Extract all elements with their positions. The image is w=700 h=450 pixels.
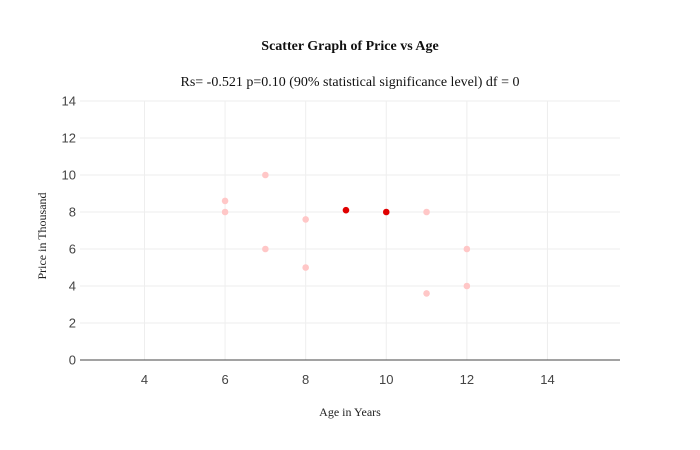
x-tick-label: 6 (221, 372, 228, 387)
y-tick-label: 4 (69, 279, 76, 294)
data-point[interactable] (423, 290, 430, 297)
data-point[interactable] (262, 245, 269, 253)
grid (80, 100, 620, 360)
y-tick-label: 14 (62, 94, 76, 109)
y-tick-label: 0 (69, 353, 76, 368)
y-tick-label: 10 (62, 168, 76, 183)
data-point[interactable] (463, 282, 471, 290)
data-point[interactable] (262, 171, 269, 179)
x-tick-label: 8 (302, 372, 309, 387)
x-tick-label: 12 (460, 372, 474, 387)
data-point[interactable] (221, 197, 229, 205)
chart-subtitle: Rs= -0.521 p=0.10 (90% statistical signi… (180, 75, 519, 90)
x-tick-label: 14 (540, 372, 554, 387)
chart-title: Scatter Graph of Price vs Age (261, 39, 438, 54)
data-point[interactable] (302, 216, 309, 223)
axes: 4 6 8 10 12 14 0 2 4 6 8 10 12 14 (62, 94, 620, 387)
highlighted-data-point[interactable] (342, 206, 350, 214)
y-tick-label: 8 (69, 205, 76, 220)
data-point[interactable] (423, 208, 430, 216)
x-axis-label: Age in Years (319, 405, 381, 419)
y-tick-label: 2 (69, 316, 76, 331)
data-point[interactable] (302, 264, 309, 271)
x-tick-label: 10 (379, 372, 393, 387)
data-points (221, 171, 471, 297)
y-axis-label: Price in Thousand (35, 192, 49, 279)
x-tick-label: 4 (141, 372, 148, 387)
y-tick-label: 6 (69, 242, 76, 257)
data-point[interactable] (463, 245, 471, 253)
highlighted-data-point[interactable] (382, 208, 390, 216)
data-point[interactable] (221, 208, 229, 216)
y-tick-label: 12 (62, 131, 76, 146)
